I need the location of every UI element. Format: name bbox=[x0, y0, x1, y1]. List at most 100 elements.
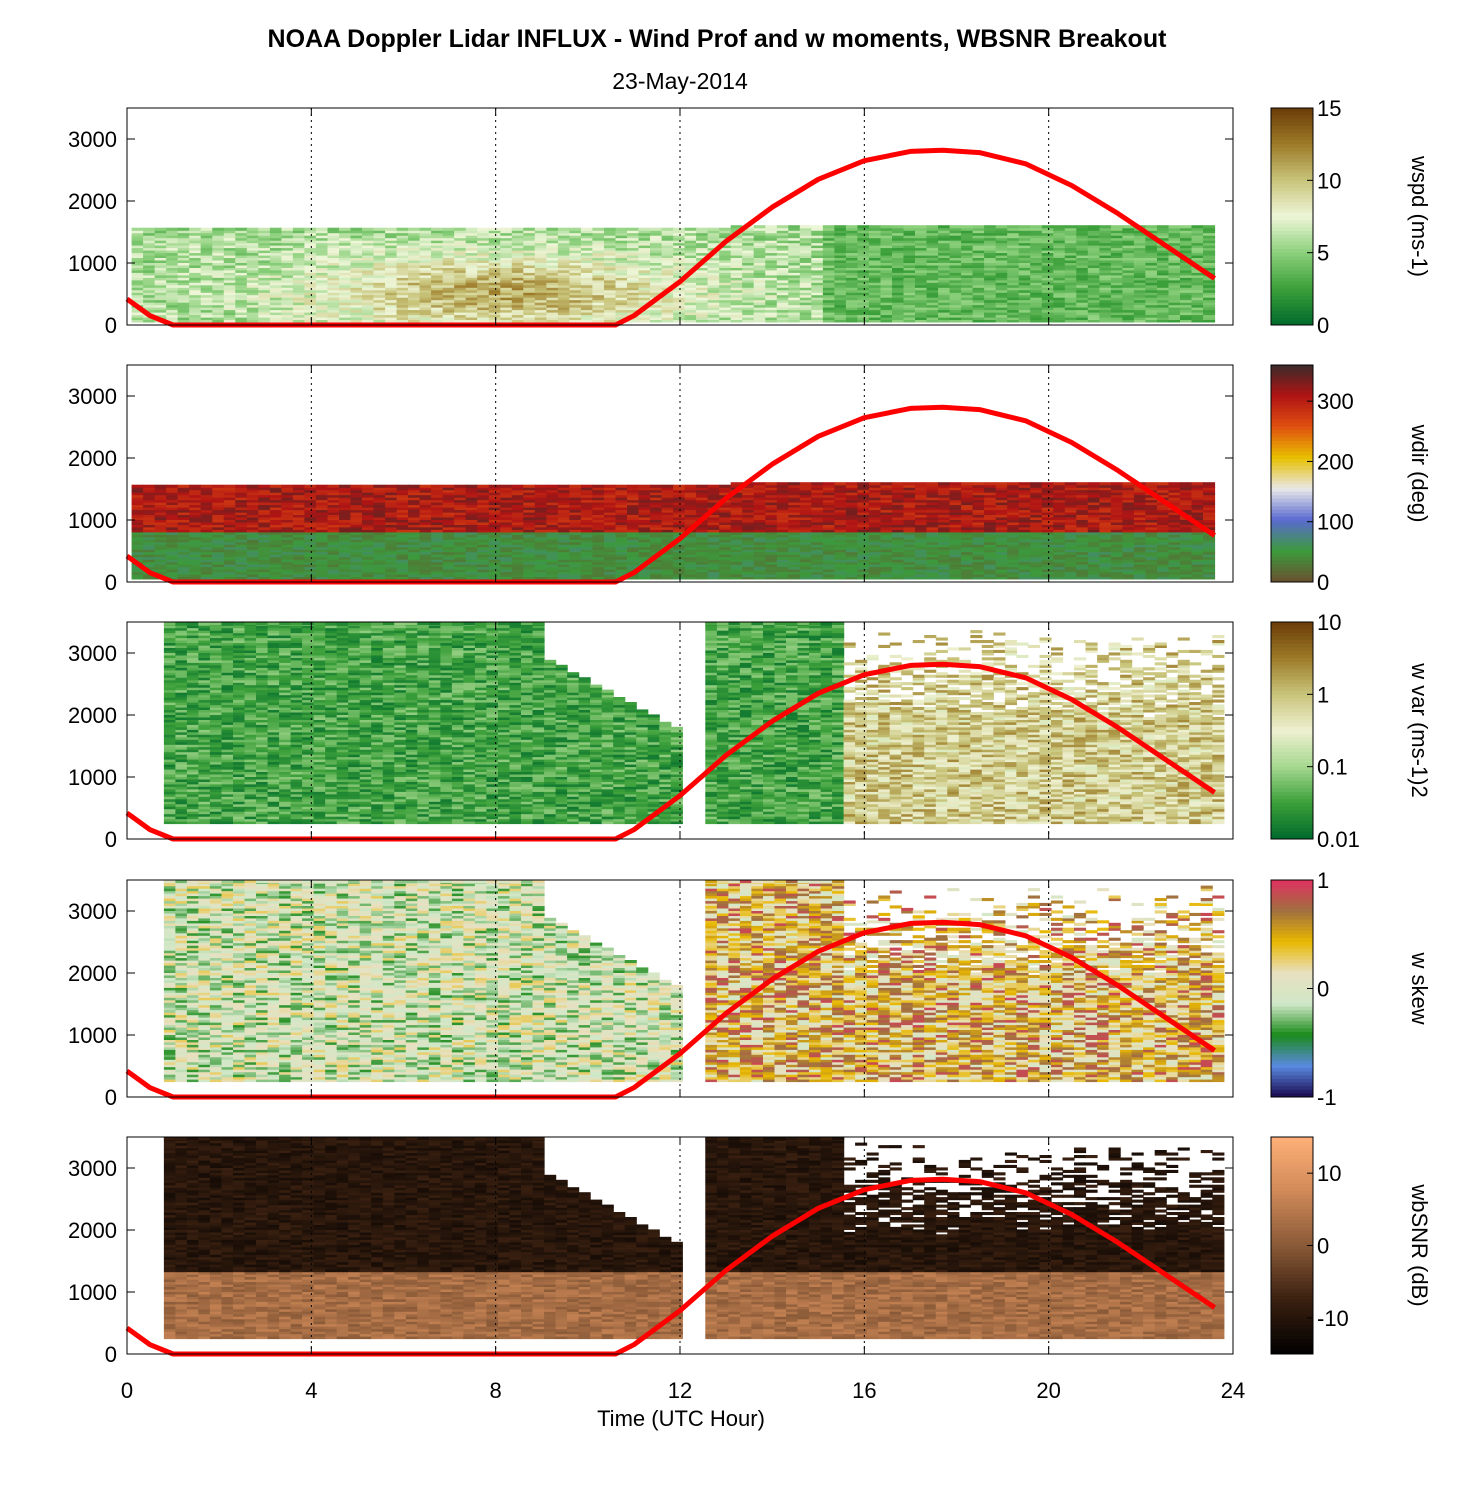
colorbar-segment bbox=[1271, 253, 1313, 257]
colorbar-segment bbox=[1271, 206, 1313, 210]
heatmap-wspd bbox=[132, 225, 1216, 322]
heatmap-cell bbox=[132, 228, 144, 231]
heatmap-cell bbox=[1192, 225, 1204, 228]
heatmap-cell bbox=[143, 485, 155, 488]
heatmap-cell bbox=[1042, 225, 1054, 228]
heatmap-cell bbox=[431, 485, 443, 488]
colorbar-wspd: 151050wspd (ms-1) bbox=[1271, 96, 1432, 338]
heatmap-cell bbox=[765, 225, 777, 228]
heatmap-cell bbox=[420, 228, 432, 231]
heatmap-cell bbox=[1180, 225, 1192, 228]
heatmap-cell bbox=[1065, 225, 1077, 228]
heatmap-cell bbox=[408, 228, 420, 231]
colorbar-segment bbox=[1271, 173, 1313, 177]
colorbar-tick-label: 15 bbox=[1317, 96, 1341, 121]
colorbar-segment bbox=[1271, 188, 1313, 192]
heatmap-cell bbox=[558, 228, 570, 231]
heatmap-cell bbox=[362, 485, 374, 488]
heatmap-cell bbox=[397, 485, 409, 488]
heatmap-cell bbox=[316, 485, 328, 488]
heatmap-cell bbox=[281, 485, 293, 488]
heatmap-cell bbox=[235, 228, 247, 231]
colorbar-segment bbox=[1271, 112, 1313, 116]
heatmap-cell bbox=[293, 228, 305, 231]
heatmap-cell bbox=[788, 225, 800, 228]
heatmap-cell bbox=[431, 228, 443, 231]
heatmap-cell bbox=[915, 225, 927, 228]
colorbar-segment bbox=[1271, 166, 1313, 170]
heatmap-cell bbox=[281, 228, 293, 231]
heatmap-cell bbox=[443, 485, 455, 488]
heatmap-cell bbox=[708, 228, 720, 231]
colorbar-segment bbox=[1271, 213, 1313, 217]
heatmap-cell bbox=[823, 225, 835, 228]
heatmap-cell bbox=[293, 485, 305, 488]
heatmap-cell bbox=[1099, 225, 1111, 228]
heatmap-cell bbox=[616, 228, 628, 231]
colorbar-segment bbox=[1271, 180, 1313, 184]
y-tick-label: 2000 bbox=[68, 189, 117, 214]
heatmap-cell bbox=[132, 485, 144, 488]
heatmap-cell bbox=[1203, 225, 1215, 228]
heatmap-cell bbox=[466, 228, 478, 231]
heatmap-cell bbox=[489, 485, 501, 488]
heatmap-cell bbox=[224, 228, 236, 231]
heatmap-cell bbox=[235, 485, 247, 488]
heatmap-cell bbox=[328, 485, 340, 488]
heatmap-cell bbox=[857, 225, 869, 228]
heatmap-cell bbox=[869, 225, 881, 228]
colorbar-segment bbox=[1271, 278, 1313, 282]
heatmap-cell bbox=[247, 485, 259, 488]
heatmap-cell bbox=[454, 485, 466, 488]
colorbar-segment bbox=[1271, 245, 1313, 249]
colorbar-segment bbox=[1271, 155, 1313, 159]
heatmap-cell bbox=[1076, 225, 1088, 228]
colorbar-segment bbox=[1271, 108, 1313, 112]
colorbar-segment bbox=[1271, 137, 1313, 141]
heatmap-cell bbox=[973, 225, 985, 228]
heatmap-cell bbox=[500, 228, 512, 231]
colorbar-segment bbox=[1271, 159, 1313, 163]
heatmap-cell bbox=[1169, 225, 1181, 228]
heatmap-cell bbox=[685, 228, 697, 231]
colorbar-segment bbox=[1271, 217, 1313, 221]
colorbar-segment bbox=[1271, 177, 1313, 181]
heatmap-cell bbox=[201, 228, 213, 231]
heatmap-cell bbox=[569, 228, 581, 231]
heatmap-cell bbox=[800, 225, 812, 228]
colorbar-segment bbox=[1271, 191, 1313, 195]
colorbar-segment bbox=[1271, 169, 1313, 173]
heatmap-cell bbox=[178, 485, 190, 488]
heatmap-cell bbox=[1088, 225, 1100, 228]
heatmap-cell bbox=[304, 485, 316, 488]
colorbar-segment bbox=[1271, 292, 1313, 296]
colorbar-segment bbox=[1271, 227, 1313, 231]
colorbar-segment bbox=[1271, 238, 1313, 242]
colorbar-segment bbox=[1271, 260, 1313, 264]
colorbar-segment bbox=[1271, 242, 1313, 246]
heatmap-cell bbox=[247, 228, 259, 231]
heatmap-cell bbox=[339, 485, 351, 488]
heatmap-cell bbox=[512, 228, 524, 231]
heatmap-cell bbox=[984, 225, 996, 228]
heatmap-cell bbox=[592, 228, 604, 231]
heatmap-cell bbox=[408, 485, 420, 488]
heatmap-cell bbox=[950, 225, 962, 228]
colorbar-tick-label: 5 bbox=[1317, 241, 1329, 266]
heatmap-cell bbox=[212, 228, 224, 231]
colorbar-segment bbox=[1271, 231, 1313, 235]
heatmap-cell bbox=[189, 228, 201, 231]
heatmap-cell bbox=[304, 228, 316, 231]
heatmap-cell bbox=[420, 485, 432, 488]
heatmap-cell bbox=[189, 485, 201, 488]
colorbar-tick-label: 0 bbox=[1317, 313, 1329, 338]
colorbar-segment bbox=[1271, 202, 1313, 206]
heatmap-cell bbox=[546, 228, 558, 231]
heatmap-cell bbox=[362, 228, 374, 231]
heatmap-cell bbox=[201, 485, 213, 488]
y-tick-label: 0 bbox=[105, 313, 117, 338]
heatmap-cell bbox=[351, 485, 363, 488]
colorbar-segment bbox=[1271, 300, 1313, 304]
heatmap-cell bbox=[443, 228, 455, 231]
